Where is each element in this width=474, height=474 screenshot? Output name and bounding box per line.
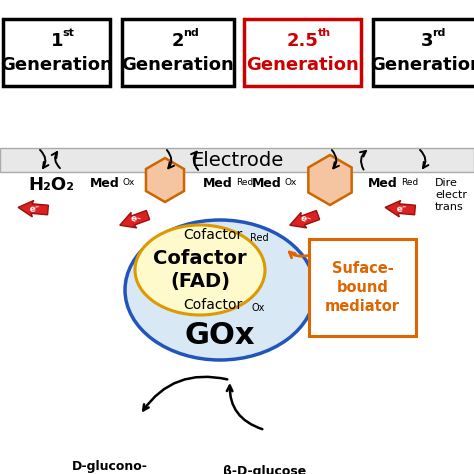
Text: 3: 3 [421, 31, 433, 49]
Text: Cofactor: Cofactor [183, 298, 243, 312]
Text: Red: Red [250, 233, 268, 243]
Text: Suface-
bound
mediator: Suface- bound mediator [325, 261, 400, 314]
Bar [0, 148, 474, 172]
Text: nd: nd [183, 27, 199, 37]
Text: Ox: Ox [123, 178, 136, 187]
Text: Cofactor
(FAD): Cofactor (FAD) [153, 249, 247, 291]
Text: Generation: Generation [246, 55, 359, 73]
FancyBboxPatch shape [3, 19, 110, 86]
Text: Generation: Generation [122, 55, 234, 73]
Text: Med: Med [368, 176, 398, 190]
Text: 2: 2 [172, 31, 184, 49]
FancyBboxPatch shape [245, 19, 362, 86]
Text: Generation: Generation [0, 55, 113, 73]
Text: Generation: Generation [371, 55, 474, 73]
Text: Red: Red [401, 178, 418, 187]
Polygon shape [309, 155, 352, 205]
Text: e⁻: e⁻ [396, 204, 407, 214]
Text: Med: Med [252, 176, 282, 190]
FancyArrow shape [385, 201, 415, 217]
Text: Med: Med [203, 176, 233, 190]
FancyBboxPatch shape [122, 19, 234, 86]
Text: Med: Med [90, 176, 120, 190]
Text: 1: 1 [51, 31, 63, 49]
Text: GOx: GOx [185, 320, 255, 349]
Text: e⁻: e⁻ [299, 213, 312, 226]
FancyArrow shape [120, 210, 150, 228]
Text: Red: Red [236, 178, 253, 187]
Text: 2.5: 2.5 [287, 31, 319, 49]
FancyArrow shape [18, 201, 48, 217]
Text: Dire
electr
trans: Dire electr trans [435, 178, 467, 211]
Polygon shape [146, 158, 184, 202]
Text: Ox: Ox [251, 303, 264, 313]
Text: D-glucono-
1,5-lactone: D-glucono- 1,5-lactone [71, 460, 150, 474]
FancyBboxPatch shape [309, 239, 416, 336]
Text: Ox: Ox [285, 178, 297, 187]
Text: th: th [318, 27, 331, 37]
Ellipse shape [125, 220, 315, 360]
Text: rd: rd [432, 27, 446, 37]
Text: st: st [62, 27, 74, 37]
FancyBboxPatch shape [374, 19, 474, 86]
Text: e⁻: e⁻ [29, 204, 40, 214]
Text: β-D-glucose: β-D-glucose [223, 465, 307, 474]
Ellipse shape [135, 225, 265, 315]
Text: H₂O₂: H₂O₂ [28, 176, 74, 194]
Text: Cofactor: Cofactor [183, 228, 243, 242]
FancyArrow shape [290, 210, 319, 228]
Text: Electrode: Electrode [191, 151, 283, 170]
Text: e⁻: e⁻ [128, 213, 142, 226]
